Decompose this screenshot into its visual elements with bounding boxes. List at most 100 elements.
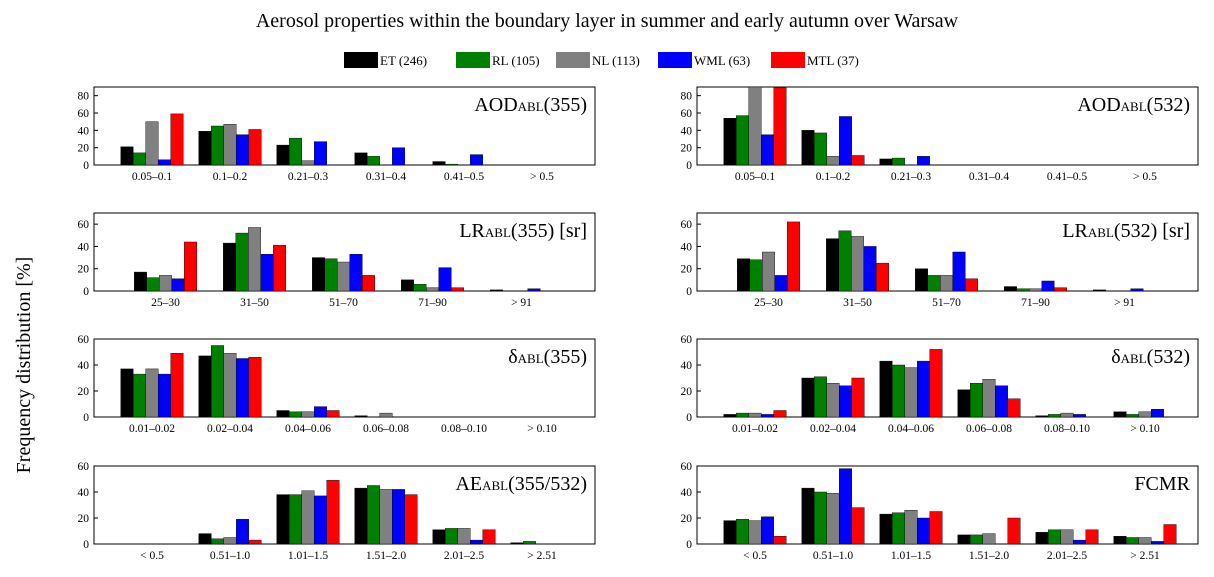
x-tick-label: 0.04–0.06 (888, 423, 934, 435)
y-tick-label: 20 (681, 264, 693, 276)
x-tick-label: 0.31–0.4 (969, 171, 1010, 183)
bar-wml (470, 539, 483, 545)
legend-label-1: RL (105) (492, 53, 540, 68)
bar-wml (1073, 539, 1086, 545)
bar-et (737, 258, 750, 292)
bar-wml (863, 246, 877, 292)
bar-rl (133, 373, 146, 418)
bar-rl (367, 156, 380, 166)
bar-mtl (773, 536, 787, 545)
panel-frame (93, 86, 596, 166)
bar-mtl (1007, 398, 1021, 418)
bar-wml (349, 254, 363, 292)
bar-rl (289, 411, 302, 418)
y-tick-label: 0 (83, 539, 89, 551)
bar-nl (826, 156, 840, 166)
bar-mtl (248, 539, 262, 545)
bar-nl (1138, 411, 1152, 418)
bar-et (1035, 532, 1049, 545)
bar-wml (392, 147, 405, 166)
bar-rl (211, 538, 224, 545)
bar-rl (814, 376, 827, 418)
y-tick-label: 80 (681, 91, 693, 103)
bar-et (957, 389, 971, 418)
y-tick-label: 20 (681, 386, 693, 398)
bar-wml (774, 275, 788, 292)
bar-rl (133, 152, 146, 166)
legend-swatch-2 (556, 52, 590, 68)
bar-rl (445, 528, 458, 545)
y-tick-label: 60 (78, 461, 90, 473)
legend-label-0: ET (246) (380, 53, 427, 68)
bar-wml (952, 251, 966, 292)
x-tick-label: 71–90 (418, 297, 447, 309)
y-tick-label: 60 (681, 334, 693, 346)
bar-rl (146, 277, 160, 292)
x-tick-label: 0.08–0.10 (441, 423, 487, 435)
bar-et (957, 534, 971, 545)
bar-wml (314, 141, 327, 166)
panel-0: 0 20 40 60 80 0.05–0.1 0.1–0.2 0.21–0.3 0.31–0.4… (78, 86, 596, 183)
bar-wml (314, 406, 327, 418)
bar-nl (248, 227, 261, 292)
panel-frame (696, 465, 1199, 545)
bar-nl (301, 160, 315, 166)
bar-mtl (851, 155, 865, 166)
bar-mtl (1085, 529, 1099, 545)
bar-et (198, 130, 212, 166)
x-tick-label: 0.05–0.1 (735, 171, 776, 183)
bar-mtl (451, 287, 464, 292)
panel-label-main: δ (508, 346, 517, 368)
y-tick-label: 60 (681, 108, 693, 120)
bar-rl (413, 284, 427, 292)
legend-label-2: NL (113) (592, 53, 640, 68)
panel-6: 0 20 40 60 < 0.5 0.51–1.0 1.01–1.5 1.51–2.0 2.01… (78, 461, 596, 562)
bar-nl (301, 490, 315, 545)
x-tick-label: 51–70 (329, 297, 358, 309)
bar-nl (940, 275, 953, 292)
bar-nl (826, 383, 840, 418)
bar-nl (826, 493, 840, 545)
panel-label-main: AOD (474, 94, 517, 116)
bar-nl (223, 537, 237, 545)
panel-label-rest: (355) [sr] (511, 220, 587, 242)
bar-et (490, 289, 503, 292)
bar-wml (1151, 541, 1164, 545)
bar-mtl (326, 480, 340, 545)
panel-7: 0 20 40 60 < 0.5 0.51–1.0 1.01–1.5 1.51–2.0 2.01… (681, 461, 1199, 562)
y-tick-label: 40 (78, 241, 90, 253)
bar-wml (1130, 288, 1144, 292)
bar-nl (904, 510, 918, 545)
bar-rl (235, 232, 249, 292)
panels: 0 20 40 60 80 0.05–0.1 0.1–0.2 0.21–0.3 0.31–0.4… (78, 86, 1199, 562)
y-tick-label: 40 (681, 241, 693, 253)
x-tick-label: 1.51–2.0 (969, 550, 1010, 562)
bar-et (276, 144, 290, 166)
bar-et (198, 533, 212, 545)
bar-et (879, 158, 893, 166)
bar-nl (379, 412, 393, 418)
panel-label-rest: (355) (544, 346, 587, 368)
x-tick-label: 0.06–0.08 (966, 423, 1012, 435)
y-tick-label: 40 (78, 125, 90, 137)
bar-rl (927, 275, 941, 292)
bar-mtl (851, 377, 865, 418)
y-tick-label: 0 (686, 160, 692, 172)
bar-nl (457, 528, 471, 545)
bar-rl (814, 491, 827, 545)
bar-rl (289, 137, 302, 166)
legend-swatch-0 (344, 52, 378, 68)
bar-rl (211, 125, 224, 166)
bar-nl (748, 412, 762, 418)
bar-nl (223, 124, 237, 166)
bar-wml (839, 385, 852, 418)
y-tick-label: 20 (78, 386, 90, 398)
x-tick-label: 0.21–0.3 (891, 171, 932, 183)
x-tick-label: 0.06–0.08 (363, 423, 409, 435)
panel-frame (93, 465, 596, 545)
bar-nl (904, 367, 918, 418)
x-tick-label: 0.08–0.10 (1044, 423, 1090, 435)
y-tick-label: 40 (681, 487, 693, 499)
panel-label-rest: (532) (1147, 94, 1190, 116)
y-tick-label: 0 (686, 286, 692, 298)
